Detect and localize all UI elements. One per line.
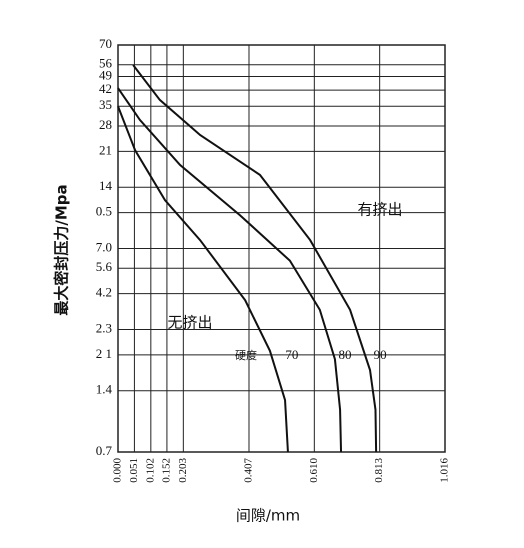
series-label: 90: [374, 347, 387, 362]
curve: [117, 105, 289, 453]
y-tick-label: 1.4: [96, 382, 113, 397]
y-tick-label: 7.0: [96, 239, 112, 254]
y-tick-label: 56: [99, 56, 113, 71]
x-tick-label: 0.102: [144, 458, 156, 483]
y-tick-label: 2.3: [96, 320, 112, 335]
x-tick-label: 0.203: [177, 458, 189, 483]
x-tick-label: 0.000: [112, 458, 124, 483]
y-tick-label: 35: [99, 97, 112, 112]
y-tick-label: 14: [99, 178, 113, 193]
curve: [132, 64, 378, 453]
x-axis-label: 间隙/mm: [236, 507, 300, 525]
curve: [117, 87, 343, 453]
y-tick-label: 0.7: [96, 443, 113, 458]
y-tick-label: 0.5: [96, 204, 112, 219]
x-tick-label: 0.051: [128, 458, 140, 483]
series-label: 80: [339, 347, 352, 362]
x-tick-label: 1.016: [439, 458, 451, 483]
y-tick-label: 42: [99, 81, 112, 96]
annotation: 无挤出: [167, 314, 212, 332]
y-tick-label: 28: [99, 117, 112, 132]
y-tick-label: 21: [99, 142, 112, 157]
y-axis-label: 最大密封压力/Mpa: [53, 184, 71, 315]
y-tick-label: 70: [99, 36, 112, 51]
x-tick-label: 0.813: [373, 458, 385, 483]
y-tick-label: 5.6: [96, 259, 113, 274]
x-tick-label: 0.610: [308, 458, 320, 483]
y-tick-label: 49: [99, 68, 112, 83]
x-tick-label: 0.152: [160, 458, 172, 483]
x-tick-label: 0.407: [243, 458, 255, 483]
y-tick-label: 2 1: [96, 346, 112, 361]
series-label: 70: [285, 347, 298, 362]
y-tick-label: 4.2: [96, 285, 112, 300]
